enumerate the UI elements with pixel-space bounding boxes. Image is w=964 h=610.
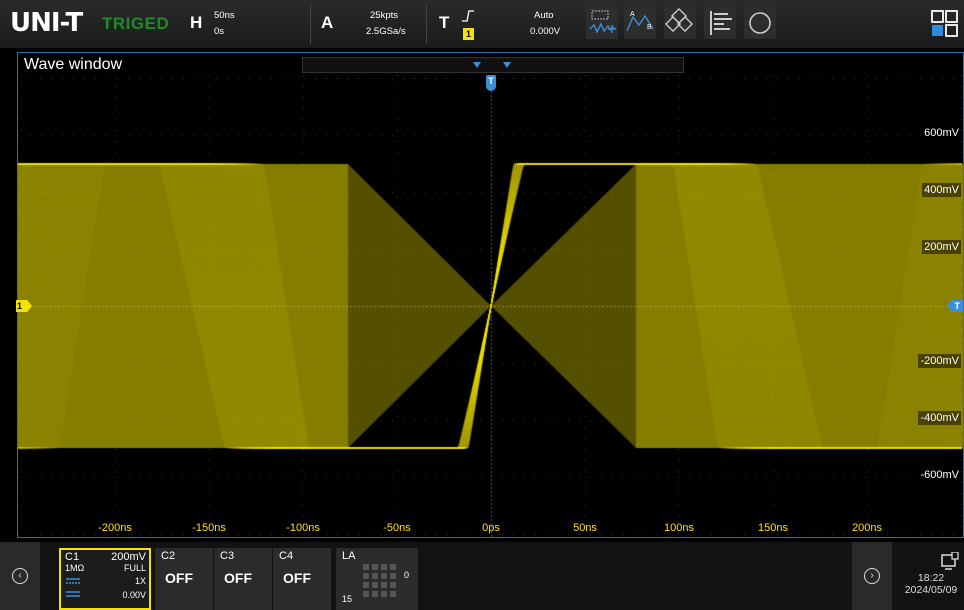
logic-analyzer-tile[interactable]: LA 0 15 bbox=[336, 548, 418, 610]
la-top-index: 0 bbox=[404, 570, 410, 580]
timebase-value: 50ns bbox=[214, 10, 235, 21]
rising-edge-icon bbox=[462, 10, 474, 22]
clock: 18:22 2024/05/09 bbox=[898, 572, 964, 596]
trigger-position-marker-icon bbox=[503, 62, 511, 68]
trigger-level-value: 0.000V bbox=[530, 26, 561, 37]
coupling-dc-icon bbox=[66, 578, 80, 584]
y-label-400mv: 400mV bbox=[922, 183, 961, 197]
scroll-left-button[interactable]: ‹ bbox=[0, 542, 40, 610]
channel1-probe: 1X bbox=[134, 576, 146, 586]
trigger-menu-button[interactable]: T Auto 0.000V bbox=[428, 0, 578, 48]
channel2-tile[interactable]: C2 OFF bbox=[155, 548, 213, 610]
channel4-state: OFF bbox=[283, 570, 311, 586]
channel1-impedance: 1MΩ bbox=[65, 563, 85, 573]
y-label-neg200mv: -200mV bbox=[918, 354, 961, 368]
x-label: 100ns bbox=[664, 522, 694, 534]
la-bottom-index: 15 bbox=[342, 594, 353, 604]
x-label: 150ns bbox=[758, 522, 788, 534]
x-label: 50ns bbox=[573, 522, 597, 534]
app-menu-icon[interactable] bbox=[930, 9, 960, 39]
trigger-label: T bbox=[439, 13, 450, 32]
x-label: 0ps bbox=[482, 522, 500, 534]
x-label: -50ns bbox=[383, 522, 411, 534]
sample-rate-value: 2.5GSa/s bbox=[366, 26, 406, 37]
channel3-tile[interactable]: C3 OFF bbox=[214, 548, 272, 610]
divider bbox=[426, 4, 427, 44]
clock-date: 2024/05/09 bbox=[904, 584, 958, 596]
clock-time: 18:22 bbox=[917, 572, 945, 584]
channel1-tile[interactable]: C1 200mV 1MΩ FULL 1X 0.00V bbox=[59, 548, 151, 610]
svg-text:A: A bbox=[630, 11, 635, 18]
horizontal-label: H bbox=[190, 13, 203, 32]
horizontal-offset-value: 0s bbox=[214, 26, 225, 37]
x-label: -150ns bbox=[192, 522, 226, 534]
digital-channel-grid-icon bbox=[363, 564, 396, 597]
display-icon[interactable] bbox=[704, 7, 736, 39]
channel2-name: C2 bbox=[161, 550, 176, 562]
la-name: LA bbox=[342, 550, 356, 562]
channel3-state: OFF bbox=[224, 570, 252, 586]
acquire-label: A bbox=[321, 13, 334, 32]
channel1-ground-marker[interactable]: 1 bbox=[16, 300, 32, 312]
y-label-600mv: 600mV bbox=[924, 127, 959, 139]
wave-window-title: Wave window bbox=[24, 56, 123, 73]
memory-depth-value: 25kpts bbox=[370, 10, 398, 21]
trigger-source-badge: 1 bbox=[463, 28, 474, 40]
channel4-tile[interactable]: C4 OFF bbox=[273, 548, 331, 610]
channel1-bandwidth: FULL bbox=[123, 563, 146, 573]
channel3-name: C3 bbox=[220, 550, 235, 562]
invert-icon bbox=[66, 591, 80, 597]
measure-icon[interactable] bbox=[586, 7, 618, 39]
channel2-state: OFF bbox=[165, 570, 193, 586]
y-label-neg400mv: -400mV bbox=[918, 411, 961, 425]
channel4-name: C4 bbox=[279, 550, 294, 562]
x-label: -200ns bbox=[98, 522, 132, 534]
view-position-marker-icon bbox=[473, 62, 481, 68]
divider bbox=[310, 4, 311, 44]
acquire-menu-button[interactable]: A 25kpts 2.5GSa/s bbox=[312, 0, 422, 48]
cursor-icon[interactable]: A B bbox=[624, 7, 656, 39]
svg-text:B: B bbox=[647, 24, 652, 31]
trigger-status: TRIGED bbox=[102, 14, 170, 33]
usb-screen-icon[interactable] bbox=[940, 552, 960, 570]
trigger-position-marker[interactable]: T bbox=[486, 75, 496, 91]
channel1-offset: 0.00V bbox=[122, 590, 146, 600]
chevron-right-icon: › bbox=[864, 568, 880, 584]
top-toolbar: UNI-T TRIGED H 50ns 0s A 25kpts 2.5GSa/s… bbox=[0, 0, 964, 48]
trigger-level-marker[interactable]: T bbox=[947, 300, 963, 312]
bottom-channel-bar: ‹ C1 200mV 1MΩ FULL 1X 0.00V C2 OFF C3 O… bbox=[0, 542, 964, 610]
x-label: -100ns bbox=[286, 522, 320, 534]
math-icon[interactable] bbox=[664, 7, 696, 39]
y-label-neg600mv: -600mV bbox=[920, 469, 959, 481]
scroll-right-button[interactable]: › bbox=[852, 542, 892, 610]
utility-icon[interactable] bbox=[744, 7, 776, 39]
y-label-200mv: 200mV bbox=[922, 240, 961, 254]
memory-position-bar[interactable] bbox=[302, 57, 684, 73]
channel1-scale: 200mV bbox=[111, 551, 146, 563]
wave-window: Wave window 600mV 400mV 200mV -200mV -40… bbox=[16, 52, 964, 538]
x-label: 200ns bbox=[852, 522, 882, 534]
chevron-left-icon: ‹ bbox=[12, 568, 28, 584]
channel1-name: C1 bbox=[65, 551, 80, 563]
horizontal-menu-button[interactable]: H 50ns 0s bbox=[184, 0, 304, 48]
trigger-mode-value: Auto bbox=[534, 10, 554, 21]
waveform-plot[interactable]: 600mV 400mV 200mV -200mV -400mV -600mV -… bbox=[16, 75, 963, 537]
waveform-canvas bbox=[18, 75, 963, 537]
brand-logo: UNI-T bbox=[10, 8, 83, 38]
